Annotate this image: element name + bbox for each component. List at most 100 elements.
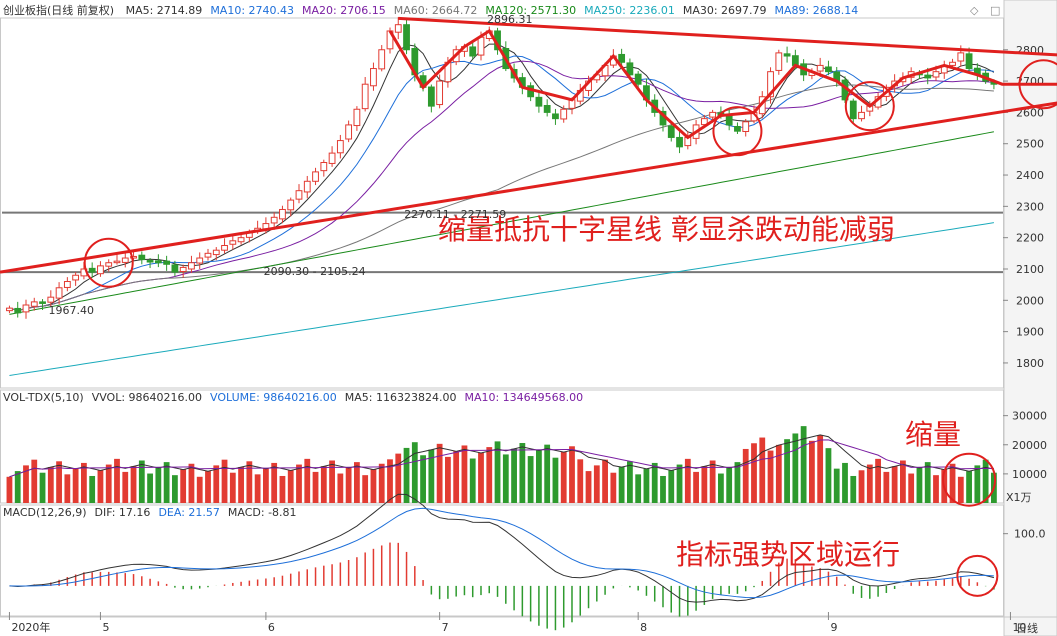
volume-bar	[180, 469, 187, 503]
volume-ma10-line	[9, 439, 994, 478]
dea-line	[9, 507, 994, 599]
trend-line-support	[0, 101, 1057, 274]
volume-bar	[635, 474, 642, 503]
volume-tick-label: 10000	[1012, 468, 1047, 481]
volume-bar	[883, 471, 890, 503]
volume-header-item: MA10: 134649568.00	[464, 391, 584, 404]
volume-bar	[668, 470, 675, 503]
volume-bar	[775, 444, 782, 503]
main-annotation: 缩量抵抗十字星线 彰显杀跌动能减弱	[438, 213, 895, 246]
candle	[39, 301, 46, 304]
price-tick-label: 2200	[1016, 232, 1044, 245]
candle	[72, 274, 80, 281]
candle	[336, 140, 344, 154]
volume-bar	[866, 464, 873, 503]
price-tick-label: 2100	[1016, 263, 1044, 276]
candle	[279, 208, 286, 220]
volume-bar	[147, 473, 153, 503]
volume-tick-label: 20000	[1012, 439, 1047, 452]
volume-bar	[709, 460, 716, 503]
candle	[204, 252, 212, 258]
candle	[55, 287, 63, 299]
volume-bar	[643, 468, 650, 503]
volume-bar	[511, 448, 517, 503]
price-point-label: 1967.40	[48, 303, 95, 317]
candle	[63, 281, 71, 288]
time-tick-label: 6	[268, 621, 275, 634]
price-header: 创业板指(日线 前复权) MA5: 2714.89 MA10: 2740.43 MA…	[3, 3, 874, 19]
volume-bar	[974, 465, 981, 503]
candle	[552, 113, 559, 120]
settings-diamond-icon[interactable]: ◇	[970, 4, 979, 17]
volume-bar	[726, 467, 733, 503]
candle	[676, 136, 683, 148]
volume-bar	[14, 471, 21, 503]
candle	[221, 244, 228, 251]
volume-bar	[982, 459, 989, 503]
volume-bar	[891, 466, 898, 503]
highlight-circle	[712, 106, 763, 157]
volume-header: VOL-TDX(5,10) VVOL: 98640216.00 VOLUME: 98…	[3, 390, 599, 406]
volume-bar	[486, 447, 493, 503]
volume-bar	[825, 448, 832, 503]
candle	[237, 237, 245, 243]
volume-bar	[271, 462, 278, 503]
macd-header-item: MACD: -8.81	[227, 506, 297, 519]
volume-bar	[246, 461, 253, 503]
candle	[742, 121, 750, 132]
volume-bar	[759, 437, 766, 503]
candle	[767, 71, 774, 98]
volume-bar	[436, 443, 443, 503]
volume-bar	[684, 458, 691, 503]
volume-bar	[138, 460, 145, 503]
volume-bar	[933, 475, 939, 503]
price-header-item: MA30: 2697.79	[682, 4, 767, 17]
ma120-line	[9, 131, 994, 315]
candle	[163, 260, 171, 265]
volume-bar	[701, 466, 708, 503]
volume-bar	[957, 476, 964, 503]
volume-bar	[31, 459, 38, 503]
volume-bar	[792, 433, 799, 503]
price-header-item: MA5: 2714.89	[125, 4, 203, 17]
macd-highlight-circle	[956, 554, 999, 597]
volume-bar	[593, 465, 600, 503]
volume-bar	[387, 459, 393, 503]
price-header-item: MA120: 2571.30	[485, 4, 577, 17]
volume-bar	[403, 447, 410, 503]
volume-bar	[229, 472, 236, 503]
volume-bar	[850, 475, 857, 503]
zigzag-line	[388, 28, 1057, 140]
candle	[618, 53, 626, 63]
price-header-item: MA250: 2236.01	[584, 4, 675, 17]
volume-bar	[163, 462, 170, 503]
volume-bar	[569, 446, 575, 503]
volume-bar	[833, 468, 840, 503]
candle	[825, 66, 832, 73]
macd-tick-label: 100.0	[1014, 528, 1046, 541]
candle	[47, 296, 55, 303]
volume-unit-label: X1万	[1006, 491, 1032, 504]
volume-bar	[395, 453, 402, 503]
volume-bar	[900, 460, 906, 503]
chart-title: 创业板指(日线 前复权)	[3, 4, 115, 17]
volume-bar	[817, 435, 824, 503]
volume-bar	[875, 458, 881, 503]
volume-bar	[651, 462, 658, 503]
volume-bar	[800, 426, 807, 503]
volume-bar	[908, 473, 915, 503]
ma20-line	[9, 60, 994, 312]
candle	[370, 68, 377, 87]
period-label[interactable]: 日线	[1016, 622, 1038, 635]
candle	[88, 267, 96, 273]
candle	[427, 86, 435, 107]
candle	[469, 46, 477, 57]
volume-bar	[312, 471, 319, 503]
candle	[229, 240, 237, 245]
candle	[146, 260, 154, 263]
window-square-icon[interactable]: □	[990, 4, 1001, 17]
volume-bar	[287, 470, 294, 503]
candle	[626, 62, 634, 76]
volume-bar	[809, 440, 815, 503]
